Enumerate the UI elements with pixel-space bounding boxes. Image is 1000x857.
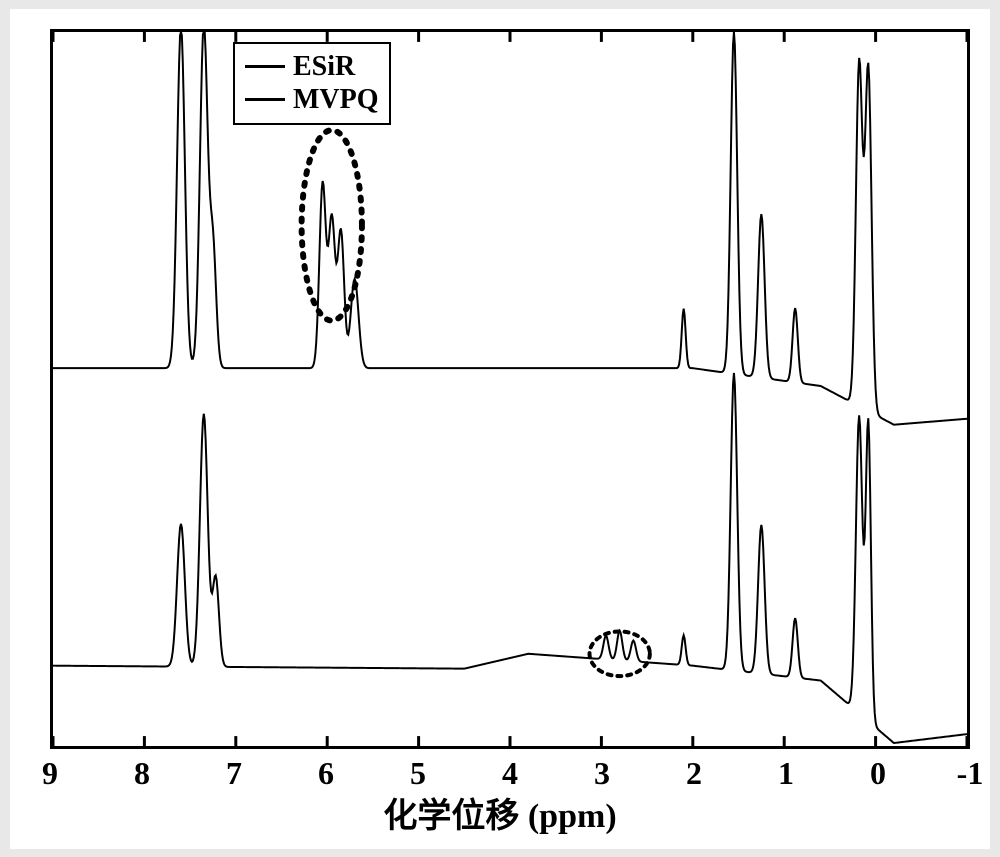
legend-box: ESiR MVPQ	[233, 42, 391, 125]
x-tick-label: 6	[318, 755, 334, 792]
spectrum-esir_bottom	[53, 372, 967, 742]
x-tick-label: 0	[870, 755, 886, 792]
legend-item-esir: ESiR	[245, 50, 379, 84]
legend-item-mvpq: MVPQ	[245, 83, 379, 117]
spectrum-mvpq_top	[53, 32, 967, 425]
x-axis-title: 化学位移 (ppm)	[383, 788, 616, 837]
spectrum-svg	[53, 32, 967, 746]
x-tick-label: 1	[778, 755, 794, 792]
legend-label-esir: ESiR	[293, 50, 355, 84]
annotation-epoxy-region-lower	[590, 631, 650, 676]
legend-label-mvpq: MVPQ	[293, 83, 379, 117]
x-tick-label: 3	[594, 755, 610, 792]
plot-area: ESiR MVPQ	[50, 29, 970, 749]
x-tick-label: 9	[42, 755, 58, 792]
x-tick-label: 2	[686, 755, 702, 792]
nmr-figure: ESiR MVPQ 9 8 7 6 5 4 3 2 1 0 -1 化学位移 (ppm)	[10, 9, 990, 849]
x-tick-label: -1	[957, 755, 984, 792]
x-tick-label: 5	[410, 755, 426, 792]
x-tick-label: 8	[134, 755, 150, 792]
legend-swatch-esir	[245, 65, 285, 68]
legend-swatch-mvpq	[245, 98, 285, 101]
x-tick-label: 7	[226, 755, 242, 792]
x-tick-label: 4	[502, 755, 518, 792]
